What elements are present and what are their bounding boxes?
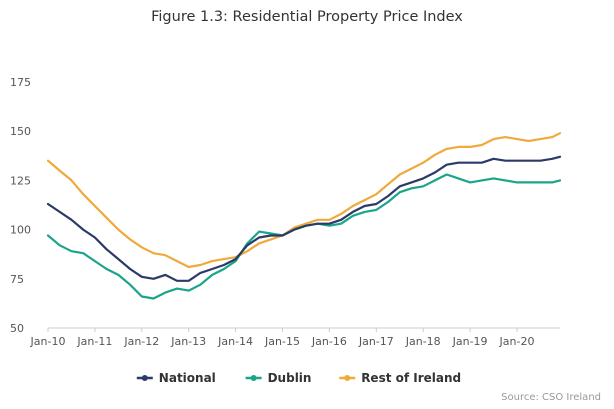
chart-title: Figure 1.3: Residential Property Price I…	[151, 9, 463, 25]
x-tick-label: Jan-11	[76, 335, 112, 348]
series-line-dublin	[46, 173, 562, 300]
legend-marker-national	[141, 375, 148, 381]
x-tick-label: Jan-19	[452, 335, 488, 348]
x-tick-label: Jan-10	[30, 335, 66, 348]
source-note: Source: CSO Ireland	[501, 392, 601, 403]
y-axis-labels: 50 75 100 125 150 175	[10, 76, 31, 335]
legend-label-rest-of-ireland: Rest of Ireland	[361, 371, 461, 385]
x-tick-label: Jan-12	[123, 335, 159, 348]
x-tick-label: Jan-16	[311, 335, 347, 348]
y-tick-label: 75	[10, 273, 24, 286]
series-line-national	[46, 155, 562, 282]
x-tick-label: Jan-20	[499, 335, 535, 348]
x-tick-label: Jan-15	[264, 335, 300, 348]
series-line-rest-of-ireland	[46, 132, 562, 269]
y-tick-label: 175	[10, 76, 31, 89]
y-tick-label: 100	[10, 224, 31, 237]
legend-marker-rest-of-ireland	[344, 375, 351, 381]
legend-marker-dublin	[250, 375, 257, 381]
series-lines	[46, 132, 562, 300]
x-tick-label: Jan-18	[405, 335, 441, 348]
x-tick-label: Jan-17	[358, 335, 394, 348]
legend-label-dublin: Dublin	[268, 371, 312, 385]
legend-label-national: National	[159, 371, 216, 385]
y-tick-label: 125	[10, 174, 31, 187]
x-tick-label: Jan-14	[217, 335, 253, 348]
y-tick-label: 150	[10, 125, 31, 138]
x-axis-labels: Jan-10 Jan-11 Jan-12 Jan-13 Jan-14 Jan-15 Jan-…	[30, 328, 535, 348]
y-tick-label: 50	[10, 322, 24, 335]
legend: National Dublin Rest of Ireland	[136, 371, 461, 385]
x-tick-label: Jan-13	[170, 335, 206, 348]
